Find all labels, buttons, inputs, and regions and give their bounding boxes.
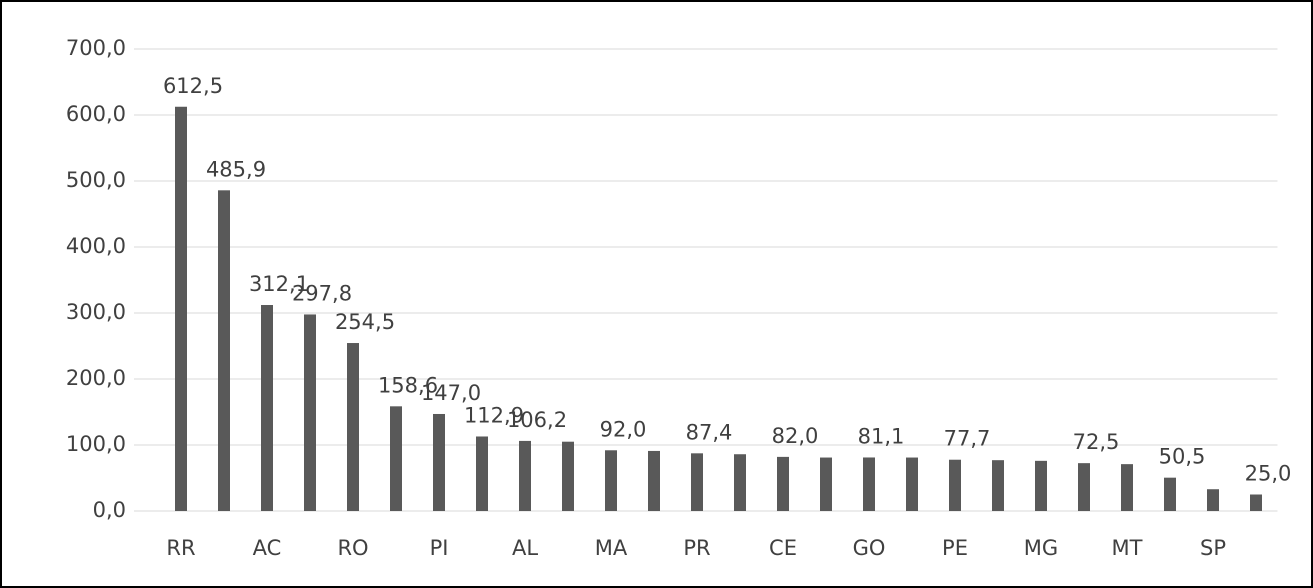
x-tick-label: AL [512,536,538,560]
x-tick-label: MA [595,536,628,560]
data-label: 72,5 [1073,430,1120,454]
bar [562,441,574,511]
data-label: 147,0 [421,381,481,405]
y-tick-label: 400,0 [66,234,126,258]
x-tick-label: MT [1112,536,1143,560]
bar [304,314,316,511]
y-tick-label: 0,0 [93,498,126,522]
bar [1250,494,1262,511]
bar [734,454,746,511]
bar [777,456,789,511]
bar [476,436,488,511]
bar [175,106,187,511]
bar [390,406,402,511]
x-tick-label: GO [853,536,886,560]
data-label: 485,9 [206,157,266,181]
y-tick-label: 200,0 [66,366,126,390]
x-tick-label: CE [769,536,797,560]
bar [820,457,832,511]
bar [1035,460,1047,511]
data-label: 312,1 [249,272,309,296]
x-tick-label: PR [683,536,710,560]
x-tick-label: PI [430,536,449,560]
bar [1121,464,1133,511]
y-tick-label: 600,0 [66,102,126,126]
y-tick-label: 500,0 [66,168,126,192]
data-label: 87,4 [686,420,733,444]
bar [1164,477,1176,511]
data-label: 112,9 [464,403,524,427]
x-tick-label: RO [337,536,368,560]
bar [218,190,230,511]
data-label: 77,7 [944,427,991,451]
data-label: 25,0 [1245,462,1292,486]
data-label: 50,5 [1159,445,1206,469]
data-label: 158,6 [378,373,438,397]
data-label: 92,0 [600,417,647,441]
x-tick-label: MG [1024,536,1058,560]
data-label: 81,1 [858,424,905,448]
data-label: 612,5 [163,74,223,98]
x-tick-label: AC [253,536,282,560]
bar [519,440,531,511]
data-label: 254,5 [335,310,395,334]
bar [863,457,875,511]
bar [949,459,961,511]
bar [261,305,273,511]
x-tick-label: RR [166,536,195,560]
bar [347,343,359,511]
x-tick-label: PE [942,536,968,560]
bar [1207,489,1219,511]
bar [605,450,617,511]
bar [648,450,660,511]
bar [433,413,445,511]
bar [691,453,703,511]
data-label: 106,2 [507,408,567,432]
bar [906,457,918,511]
y-tick-label: 300,0 [66,300,126,324]
y-tick-label: 700,0 [66,36,126,60]
bar [1078,463,1090,511]
data-label: 297,8 [292,281,352,305]
bar [992,460,1004,511]
data-label: 82,0 [772,424,819,448]
x-tick-label: SP [1200,536,1226,560]
y-tick-label: 100,0 [66,432,126,456]
